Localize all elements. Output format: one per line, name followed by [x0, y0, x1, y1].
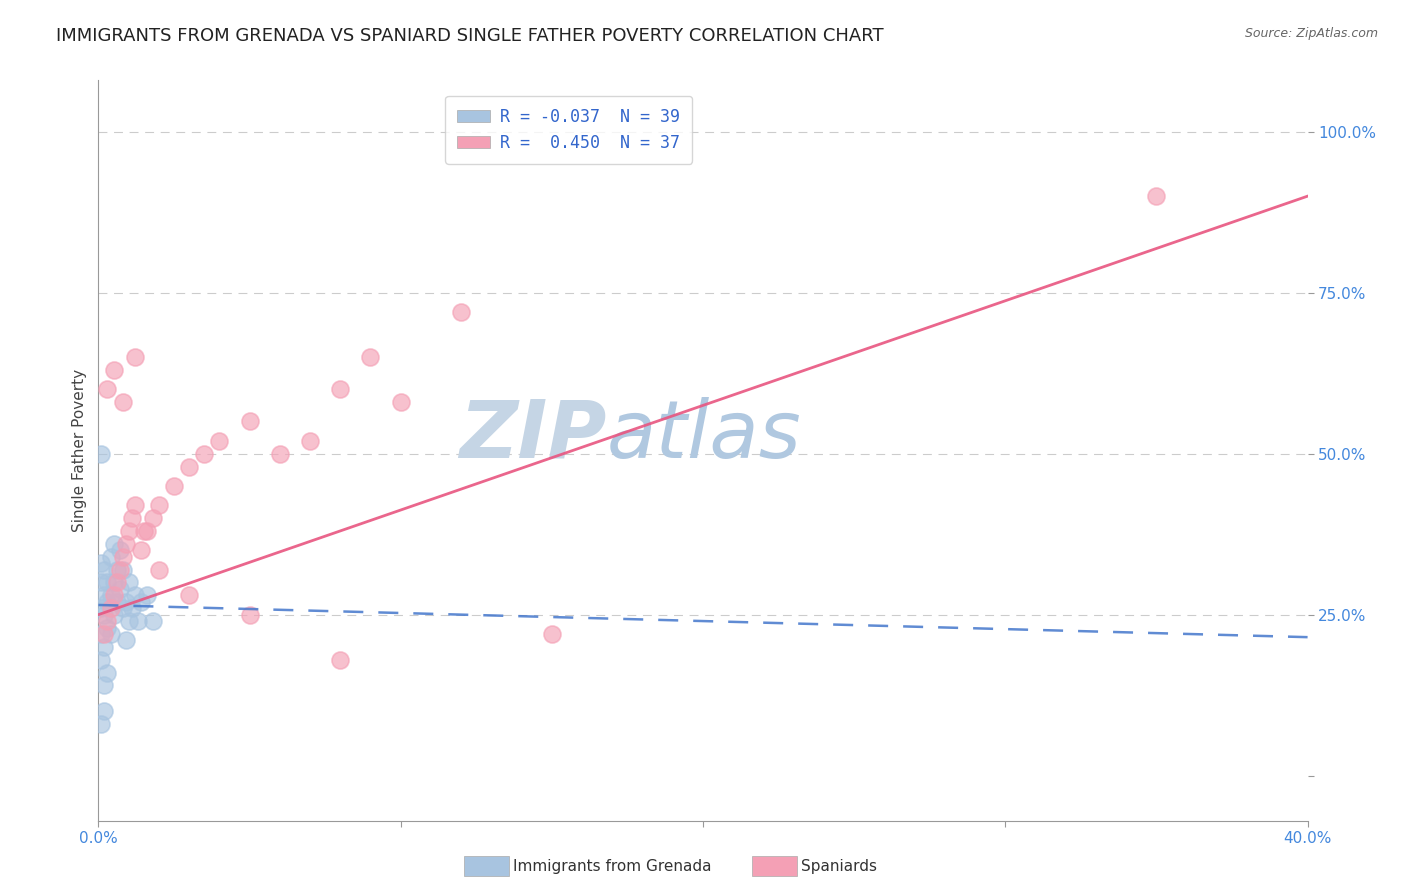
Point — [93, 627, 115, 641]
Text: ZIP: ZIP — [458, 397, 606, 475]
Point — [1144, 189, 1167, 203]
Point — [90, 556, 112, 570]
Point — [540, 627, 562, 641]
Point — [193, 447, 215, 461]
Point — [100, 549, 122, 564]
Point — [111, 601, 134, 615]
Point — [96, 614, 118, 628]
Point — [142, 511, 165, 525]
Point — [111, 563, 134, 577]
Point — [93, 640, 115, 654]
Point — [90, 653, 112, 667]
Point — [118, 614, 141, 628]
Point — [96, 595, 118, 609]
Y-axis label: Single Father Poverty: Single Father Poverty — [72, 369, 87, 532]
Point — [108, 582, 131, 596]
Point — [93, 607, 115, 622]
Point — [114, 595, 136, 609]
Point — [208, 434, 231, 448]
Point — [96, 665, 118, 680]
Text: atlas: atlas — [606, 397, 801, 475]
Point — [111, 549, 134, 564]
Point — [163, 479, 186, 493]
Point — [90, 447, 112, 461]
Point — [90, 717, 112, 731]
Point — [329, 382, 352, 396]
Point — [114, 537, 136, 551]
Text: Spaniards: Spaniards — [801, 859, 877, 873]
Point — [90, 627, 112, 641]
Point — [129, 595, 152, 609]
Point — [103, 363, 125, 377]
Point — [450, 305, 472, 319]
Point — [105, 595, 128, 609]
Point — [93, 563, 115, 577]
Point — [118, 575, 141, 590]
Point — [389, 395, 412, 409]
Point — [129, 543, 152, 558]
Point — [100, 627, 122, 641]
Point — [179, 588, 201, 602]
Point — [100, 601, 122, 615]
Point — [103, 575, 125, 590]
Point — [108, 543, 131, 558]
Point — [148, 563, 170, 577]
Point — [100, 588, 122, 602]
Point — [96, 575, 118, 590]
Point — [118, 524, 141, 538]
Point — [96, 620, 118, 634]
Point — [121, 511, 143, 525]
Point — [111, 395, 134, 409]
Point — [124, 350, 146, 364]
Point — [93, 678, 115, 692]
Point — [105, 575, 128, 590]
Point — [239, 607, 262, 622]
Point — [124, 588, 146, 602]
Text: Immigrants from Grenada: Immigrants from Grenada — [513, 859, 711, 873]
Text: Source: ZipAtlas.com: Source: ZipAtlas.com — [1244, 27, 1378, 40]
Point — [148, 498, 170, 512]
Point — [103, 537, 125, 551]
Point — [124, 498, 146, 512]
Point — [103, 588, 125, 602]
Point — [329, 653, 352, 667]
Point — [142, 614, 165, 628]
Point — [179, 459, 201, 474]
Point — [93, 704, 115, 718]
Point — [127, 614, 149, 628]
Point — [93, 588, 115, 602]
Legend: R = -0.037  N = 39, R =  0.450  N = 37: R = -0.037 N = 39, R = 0.450 N = 37 — [446, 96, 692, 164]
Point — [269, 447, 291, 461]
Point — [132, 524, 155, 538]
Point — [299, 434, 322, 448]
Point — [90, 575, 112, 590]
Point — [90, 601, 112, 615]
Point — [239, 415, 262, 429]
Point — [135, 524, 157, 538]
Point — [121, 601, 143, 615]
Text: IMMIGRANTS FROM GRENADA VS SPANIARD SINGLE FATHER POVERTY CORRELATION CHART: IMMIGRANTS FROM GRENADA VS SPANIARD SING… — [56, 27, 884, 45]
Point — [135, 588, 157, 602]
Point — [108, 563, 131, 577]
Point — [360, 350, 382, 364]
Point — [96, 382, 118, 396]
Point — [103, 607, 125, 622]
Point — [114, 633, 136, 648]
Point — [105, 563, 128, 577]
